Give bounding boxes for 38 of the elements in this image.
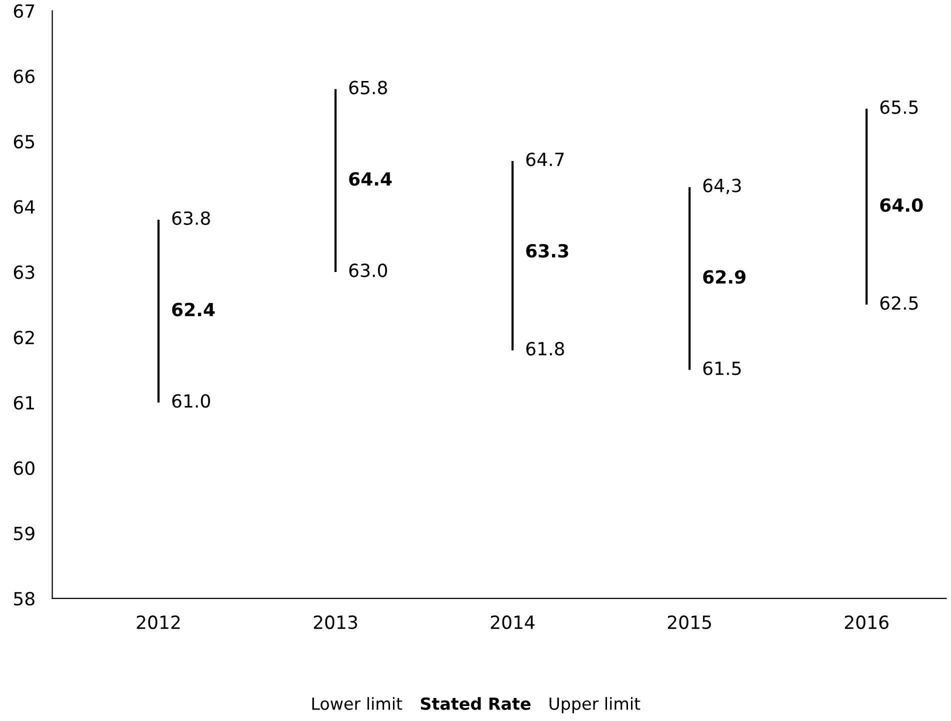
y-tick-label: 67 <box>14 4 34 18</box>
annotation: 64,3 <box>703 178 741 194</box>
y-tick-label: 58 <box>14 592 34 606</box>
annotation: 64.7 <box>526 152 564 166</box>
x-tick-label: 2015 <box>668 615 711 630</box>
x-tick-label: 2014 <box>490 615 535 630</box>
bar <box>688 187 691 370</box>
annotation: 62.9 <box>703 270 746 284</box>
annotation: 63.8 <box>172 211 210 225</box>
annotation: 62.4 <box>172 302 215 316</box>
y-tick-label: 62 <box>14 330 34 344</box>
annotation: 64.4 <box>349 172 392 186</box>
text: Lower limit <box>312 697 402 710</box>
y-tick-label: 61 <box>14 396 34 410</box>
y-tick-label: 59 <box>14 526 34 540</box>
bar <box>511 160 514 350</box>
y-tick-label: 66 <box>14 70 34 84</box>
x-tick-label: 2016 <box>844 615 888 630</box>
annotation: 61.8 <box>526 342 564 356</box>
y-tick-label: 60 <box>14 461 34 475</box>
x-tick-label: 2013 <box>314 615 358 630</box>
x-tick-label: 2012 <box>136 615 180 630</box>
y-tick-label: 64 <box>14 200 35 214</box>
annotation: 63.0 <box>349 264 388 278</box>
y-tick-label: 65 <box>14 134 34 149</box>
annotation: 65.5 <box>880 100 918 114</box>
annotation: 64.0 <box>880 198 923 212</box>
annotation: 61.0 <box>172 394 210 408</box>
text: Stated Rate <box>420 697 530 710</box>
annotation: 61.5 <box>703 361 741 376</box>
y-tick-label: 63 <box>14 265 34 280</box>
annotation: 65.8 <box>349 80 387 94</box>
bar <box>334 89 337 272</box>
bar <box>866 108 868 305</box>
text: Upper limit <box>550 697 640 714</box>
annotation: 62.5 <box>880 296 918 310</box>
bar <box>157 220 160 403</box>
annotation: 63.3 <box>526 244 568 258</box>
